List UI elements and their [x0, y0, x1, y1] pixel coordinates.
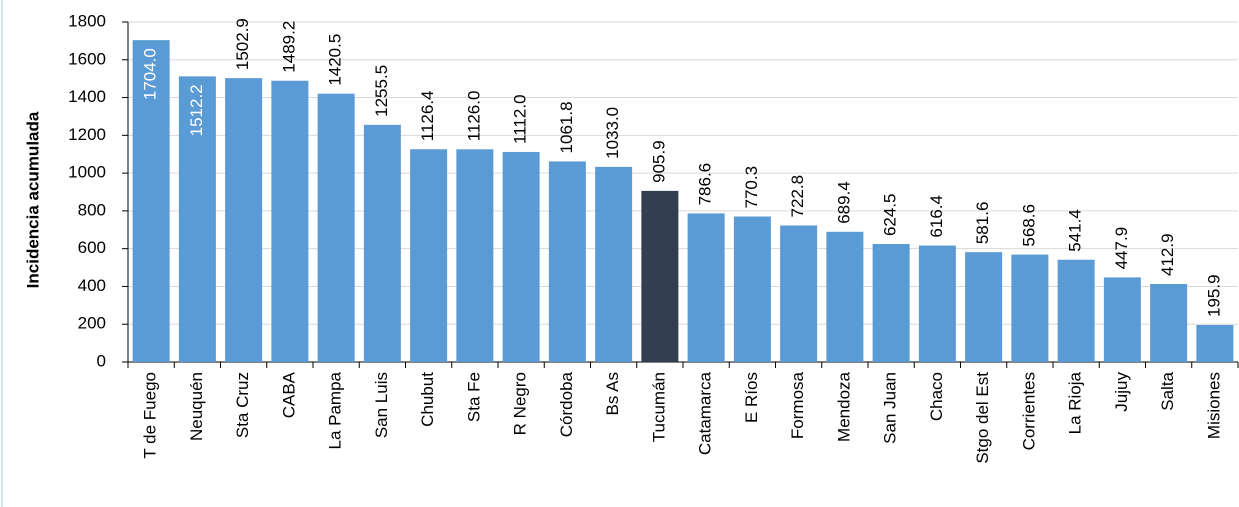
- value-label: 616.4: [927, 195, 946, 238]
- x-tick-label: San Luis: [372, 372, 391, 438]
- bar: [1196, 324, 1234, 362]
- value-label: 1420.5: [326, 34, 345, 86]
- bar: [826, 231, 864, 362]
- value-label: 1704.0: [141, 48, 160, 100]
- value-label: 568.6: [1019, 204, 1038, 247]
- bar: [918, 245, 956, 362]
- value-label: 722.8: [788, 175, 807, 218]
- bar: [1011, 254, 1049, 362]
- x-tick-label: Catamarca: [696, 371, 715, 455]
- bar: [687, 213, 725, 362]
- value-label: 1126.4: [418, 91, 437, 142]
- value-label: 1061.8: [557, 101, 576, 153]
- x-tick-label: E Ríos: [742, 372, 761, 423]
- bar: [872, 244, 910, 362]
- bar: [548, 161, 586, 362]
- bar: [271, 80, 309, 362]
- x-tick-label: R Negro: [511, 372, 530, 435]
- x-tick-label: La Rioja: [1066, 371, 1085, 434]
- x-tick-label: Chubut: [418, 372, 437, 427]
- x-tick-label: Salta: [1158, 371, 1177, 410]
- y-tick-label: 1400: [68, 87, 106, 106]
- y-tick-label: 200: [78, 314, 106, 333]
- value-label: 1112.0: [511, 94, 530, 143]
- y-tick-label: 400: [78, 276, 106, 295]
- y-tick-label: 1600: [68, 49, 106, 68]
- y-tick-label: 800: [78, 200, 106, 219]
- bar: [1057, 259, 1095, 362]
- x-tick-label: Misiones: [1204, 372, 1223, 439]
- x-tick-label: Sta Cruz: [233, 372, 252, 438]
- bar: [132, 40, 170, 363]
- value-label: 581.6: [973, 202, 992, 245]
- value-label: 412.9: [1158, 233, 1177, 276]
- value-label: 1033.0: [603, 107, 622, 159]
- value-label: 786.6: [696, 163, 715, 206]
- bar: [780, 225, 818, 362]
- x-tick-label: Bs As: [603, 372, 622, 415]
- x-tick-label: CABA: [279, 371, 298, 418]
- value-label: 1502.9: [233, 18, 252, 70]
- y-tick-label: 1200: [68, 125, 106, 144]
- bar: [595, 166, 633, 362]
- y-tick-label: 1000: [68, 163, 106, 182]
- x-tick-label: Chaco: [927, 372, 946, 421]
- value-label: 689.4: [834, 181, 853, 224]
- bar: [178, 76, 216, 363]
- x-tick-label: Formosa: [788, 371, 807, 439]
- bar: [363, 124, 401, 362]
- x-tick-label: Sta Fe: [464, 372, 483, 422]
- x-tick-label: Tucumán: [649, 372, 668, 442]
- bar: [225, 78, 263, 362]
- bar: [641, 190, 679, 362]
- value-label: 624.5: [881, 193, 900, 236]
- value-label: 195.9: [1204, 274, 1223, 317]
- value-label: 541.4: [1066, 209, 1085, 252]
- bar: [1150, 284, 1188, 362]
- bar: [317, 93, 355, 362]
- bar: [502, 151, 540, 362]
- x-tick-label: Jujuy: [1112, 372, 1131, 412]
- bar: [1103, 277, 1141, 362]
- x-tick-label: Neuquén: [187, 372, 206, 441]
- value-label: 1489.2: [279, 21, 298, 73]
- bar: [456, 149, 494, 362]
- y-tick-label: 0: [97, 351, 106, 370]
- value-label: 1255.5: [372, 65, 391, 117]
- bar: [733, 216, 771, 362]
- x-tick-label: Mendoza: [834, 371, 853, 441]
- x-tick-label: San Juan: [881, 372, 900, 444]
- x-tick-label: Córdoba: [557, 371, 576, 437]
- value-label: 770.3: [742, 166, 761, 209]
- x-tick-label: T de Fuego: [141, 372, 160, 459]
- bar: [965, 252, 1003, 362]
- y-tick-label: 600: [78, 238, 106, 257]
- y-tick-label: 1800: [68, 11, 106, 30]
- value-label: 1126.0: [464, 91, 483, 142]
- x-tick-label: La Pampa: [326, 371, 345, 449]
- value-label: 447.9: [1112, 227, 1131, 270]
- x-tick-label: Corrientes: [1019, 372, 1038, 450]
- value-label: 905.9: [649, 140, 668, 183]
- bar: [410, 149, 448, 362]
- y-axis-label: Incidencia acumulada: [23, 111, 42, 288]
- value-label: 1512.2: [187, 84, 206, 136]
- x-tick-label: Stgo del Est: [973, 372, 992, 464]
